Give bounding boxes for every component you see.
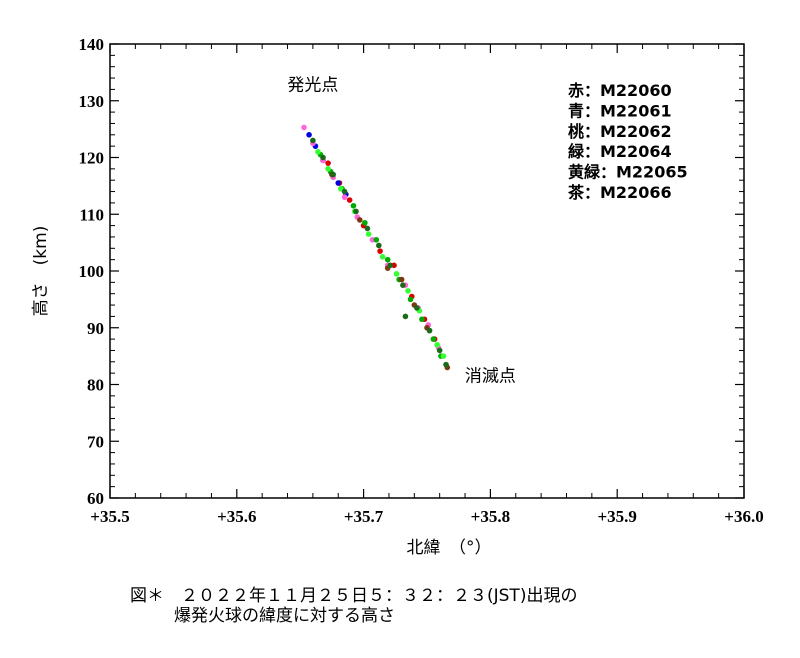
data-point — [376, 242, 382, 249]
y-tick-label: 90 — [87, 319, 104, 338]
data-point — [440, 353, 447, 359]
data-point — [315, 149, 321, 155]
data-point — [434, 341, 440, 348]
data-point — [384, 256, 391, 263]
data-point — [414, 305, 420, 311]
y-tick-label: 140 — [79, 35, 105, 54]
data-point — [330, 171, 336, 178]
y-tick-label: 80 — [87, 376, 104, 395]
data-point — [419, 316, 425, 323]
data-point — [346, 197, 353, 203]
data-point — [443, 361, 449, 368]
x-tick-label: +35.8 — [471, 507, 510, 526]
y-tick-label: 130 — [79, 92, 105, 111]
data-point — [426, 327, 433, 334]
annotation-label: 消滅点 — [465, 367, 516, 387]
data-point — [405, 288, 411, 294]
figure-caption: 図＊ ２０２２年１１月２５日５：３２：２３(JST)出現の 爆発火球の緯度に対す… — [130, 586, 770, 626]
legend-entry: 桃：M22062 — [568, 122, 672, 141]
data-point — [365, 231, 372, 237]
data-point — [373, 236, 380, 243]
x-tick-label: +35.6 — [217, 507, 256, 526]
data-points — [301, 124, 451, 371]
y-tick-label: 120 — [79, 149, 105, 168]
annotation-label: 発光点 — [287, 76, 338, 96]
data-point — [362, 219, 368, 226]
legend-entry: 茶：M22066 — [567, 183, 672, 202]
data-point — [310, 137, 316, 144]
data-point — [320, 154, 326, 161]
scatter-chart: +35.5 +35.6 +35.7 +35.8 +35.9 +36.0 60 70 80 90 10… — [31, 35, 764, 558]
y-tick-label: 60 — [87, 489, 104, 508]
data-point — [387, 262, 394, 269]
data-point — [341, 194, 348, 201]
caption-line-2: 爆発火球の緯度に対する高さ — [174, 606, 395, 626]
legend-entry: 緑：M22064 — [568, 142, 672, 161]
data-point — [353, 208, 359, 215]
caption-line-1: 図＊ ２０２２年１１月２５日５：３２：２３(JST)出現の — [130, 586, 578, 606]
y-axis-label: 高さ (km) — [31, 226, 51, 317]
x-tick-label: +36.0 — [724, 507, 763, 526]
x-tick-label: +35.5 — [90, 507, 129, 526]
x-axis-label: 北緯 （°） — [407, 538, 492, 558]
data-point — [306, 132, 312, 138]
y-tick-label: 70 — [87, 432, 104, 451]
data-point — [356, 217, 363, 223]
data-point — [379, 254, 386, 260]
data-point — [398, 276, 405, 283]
axis-ticks: +35.5 +35.6 +35.7 +35.8 +35.9 +36.0 60 70 80 90 10… — [79, 35, 764, 526]
data-point — [325, 160, 331, 166]
data-point — [325, 166, 331, 172]
data-point — [407, 296, 414, 303]
data-point — [377, 248, 383, 254]
y-tick-label: 110 — [79, 205, 104, 224]
data-point — [436, 347, 443, 354]
data-point — [400, 282, 406, 288]
data-point — [350, 202, 357, 209]
data-point — [335, 180, 342, 186]
data-point — [301, 124, 307, 131]
x-tick-label: +35.9 — [597, 507, 636, 526]
data-point — [402, 313, 409, 320]
data-point — [337, 185, 344, 192]
legend-entry: 青：M22061 — [568, 101, 672, 120]
data-point — [364, 225, 371, 232]
data-point — [341, 188, 348, 195]
x-tick-label: +35.7 — [344, 507, 384, 526]
data-point — [430, 336, 437, 342]
y-tick-label: 100 — [79, 262, 105, 281]
legend-entry: 黄緑：M22065 — [568, 163, 688, 182]
legend-entry: 赤：M22060 — [568, 81, 672, 100]
data-point — [393, 271, 400, 277]
